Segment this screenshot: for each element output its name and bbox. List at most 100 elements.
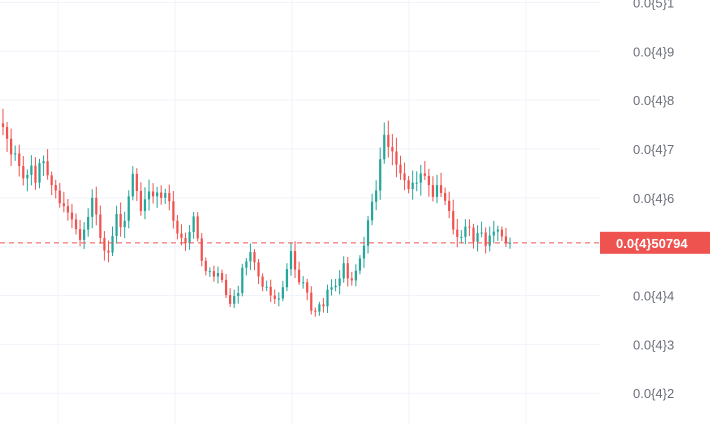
- candle[interactable]: [1, 108, 5, 136]
- candle[interactable]: [54, 179, 57, 199]
- candle[interactable]: [241, 263, 244, 297]
- candle[interactable]: [192, 211, 195, 239]
- candle[interactable]: [42, 155, 45, 176]
- candle[interactable]: [326, 284, 329, 313]
- candle[interactable]: [156, 186, 159, 208]
- candle[interactable]: [253, 249, 256, 271]
- candle[interactable]: [26, 169, 29, 192]
- candle[interactable]: [415, 171, 418, 192]
- candle[interactable]: [103, 231, 106, 261]
- candle[interactable]: [273, 289, 276, 305]
- candle[interactable]: [310, 286, 313, 315]
- candle[interactable]: [334, 278, 337, 292]
- candle[interactable]: [87, 208, 90, 237]
- price-axis[interactable]: 0.0{5}1 0.0{4}9 0.0{4}8 0.0{4}7 0.0{4}6 0.0{4…: [600, 0, 710, 401]
- candle[interactable]: [354, 264, 357, 287]
- candle[interactable]: [411, 170, 414, 200]
- candle[interactable]: [370, 193, 374, 226]
- candle[interactable]: [443, 187, 447, 206]
- candle[interactable]: [212, 265, 216, 282]
- candle[interactable]: [281, 280, 284, 302]
- candle[interactable]: [216, 266, 220, 284]
- candle[interactable]: [200, 233, 203, 267]
- candle[interactable]: [407, 175, 410, 194]
- candle[interactable]: [245, 258, 248, 276]
- candle[interactable]: [318, 301, 321, 316]
- candle[interactable]: [160, 185, 163, 205]
- candle[interactable]: [484, 227, 487, 254]
- candle[interactable]: [277, 292, 280, 307]
- candle[interactable]: [115, 205, 118, 244]
- candle[interactable]: [306, 278, 309, 301]
- candle[interactable]: [289, 242, 293, 276]
- candle[interactable]: [293, 241, 297, 279]
- candle[interactable]: [431, 176, 435, 202]
- candle[interactable]: [204, 257, 207, 276]
- candle[interactable]: [34, 157, 37, 190]
- candle[interactable]: [322, 297, 325, 313]
- candle[interactable]: [119, 202, 122, 237]
- candle[interactable]: [143, 187, 147, 220]
- candle[interactable]: [172, 190, 175, 229]
- candle[interactable]: [70, 203, 74, 229]
- candle[interactable]: [342, 256, 345, 283]
- candle[interactable]: [358, 255, 362, 275]
- candle[interactable]: [91, 189, 94, 229]
- candle[interactable]: [464, 219, 467, 245]
- candle[interactable]: [456, 218, 459, 248]
- candle[interactable]: [62, 191, 65, 213]
- candle[interactable]: [99, 205, 102, 244]
- candle[interactable]: [123, 211, 126, 239]
- candle[interactable]: [18, 144, 21, 177]
- candle[interactable]: [314, 307, 317, 317]
- candle[interactable]: [399, 155, 402, 180]
- candle[interactable]: [350, 271, 353, 286]
- candle[interactable]: [74, 213, 78, 235]
- candle[interactable]: [22, 156, 25, 186]
- candle[interactable]: [249, 243, 252, 271]
- candle[interactable]: [330, 279, 333, 296]
- candle[interactable]: [131, 166, 134, 201]
- candle[interactable]: [233, 289, 236, 309]
- candle[interactable]: [14, 145, 17, 161]
- candle[interactable]: [229, 288, 232, 307]
- candle[interactable]: [168, 184, 171, 211]
- candle[interactable]: [265, 280, 268, 292]
- candle[interactable]: [403, 162, 406, 191]
- candle[interactable]: [480, 221, 483, 238]
- candle[interactable]: [427, 168, 430, 197]
- candle[interactable]: [362, 236, 366, 268]
- candle[interactable]: [135, 168, 138, 201]
- candle[interactable]: [46, 149, 49, 180]
- candle[interactable]: [164, 188, 167, 205]
- candle[interactable]: [379, 147, 382, 200]
- candle[interactable]: [338, 270, 341, 295]
- candle[interactable]: [176, 215, 179, 240]
- candle[interactable]: [66, 199, 70, 221]
- candle[interactable]: [147, 179, 151, 211]
- candle[interactable]: [488, 226, 491, 252]
- candle[interactable]: [111, 226, 114, 256]
- candle[interactable]: [297, 261, 301, 285]
- candle[interactable]: [391, 134, 394, 166]
- candle[interactable]: [220, 269, 224, 283]
- candle[interactable]: [139, 182, 143, 216]
- candle[interactable]: [395, 137, 398, 178]
- candle[interactable]: [78, 219, 82, 247]
- candle[interactable]: [476, 225, 479, 252]
- candle[interactable]: [508, 237, 512, 249]
- candle[interactable]: [107, 240, 110, 263]
- candle[interactable]: [58, 182, 61, 208]
- candle[interactable]: [257, 258, 260, 285]
- candle[interactable]: [184, 232, 187, 251]
- candle[interactable]: [208, 267, 211, 278]
- candle[interactable]: [439, 172, 443, 198]
- candle[interactable]: [423, 161, 426, 181]
- candle[interactable]: [383, 122, 386, 164]
- candle[interactable]: [435, 174, 439, 204]
- candle[interactable]: [375, 180, 378, 211]
- candle[interactable]: [38, 158, 41, 189]
- candle[interactable]: [387, 120, 390, 158]
